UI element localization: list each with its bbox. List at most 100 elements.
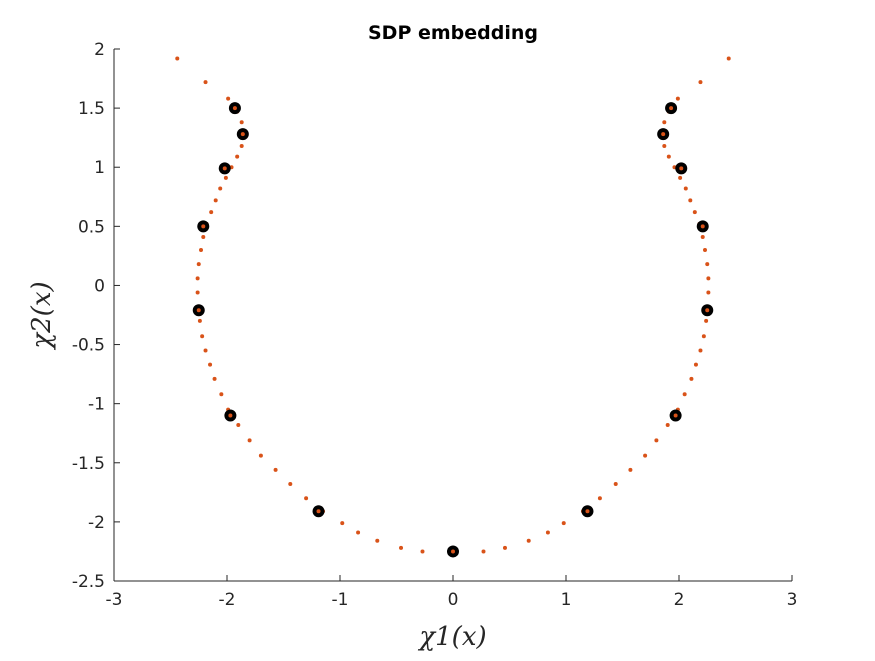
data-point-center: [228, 413, 233, 418]
curve-point: [698, 80, 703, 85]
curve-point: [481, 549, 486, 554]
data-point-center: [705, 308, 710, 313]
data-point-center: [316, 509, 321, 514]
curve-point: [701, 334, 706, 339]
curve-point: [613, 482, 618, 487]
curve-point: [258, 453, 263, 458]
curve-point: [698, 348, 703, 353]
curve-point: [689, 376, 694, 381]
curve-point: [201, 234, 206, 239]
chart-title: SDP embedding: [368, 22, 538, 44]
curve-point: [356, 530, 361, 535]
curve-series: [175, 56, 731, 555]
curve-point: [288, 482, 293, 487]
curve-point: [304, 496, 309, 501]
curve-point: [209, 210, 214, 215]
point-series: [192, 102, 714, 558]
curve-point: [545, 530, 550, 535]
curve-point: [700, 234, 705, 239]
curve-point: [688, 198, 693, 203]
curve-point: [226, 96, 231, 101]
x-tick-label: 1: [561, 590, 572, 610]
y-tick-label: 1.5: [78, 99, 105, 119]
curve-point: [196, 262, 201, 267]
curve-point: [203, 80, 208, 85]
curve-point: [502, 545, 507, 550]
curve-point: [219, 392, 224, 397]
curve-point: [375, 538, 380, 543]
y-tick-label: 1: [94, 158, 105, 178]
curve-point: [702, 247, 707, 252]
curve-point: [597, 496, 602, 501]
curve-point: [692, 210, 697, 215]
curve-point: [239, 143, 244, 148]
data-point-center: [222, 166, 227, 171]
curve-point: [654, 438, 659, 443]
curve-point: [399, 545, 404, 550]
curve-point: [208, 362, 213, 367]
data-point-center: [700, 224, 705, 229]
axes: [113, 49, 792, 582]
curve-point: [235, 154, 240, 159]
curve-point: [197, 318, 202, 323]
y-tick-label: -1: [88, 395, 105, 415]
y-tick-label: -0.5: [72, 336, 105, 356]
curve-point: [247, 438, 252, 443]
data-point-center: [585, 509, 590, 514]
curve-point: [706, 290, 711, 295]
curve-point: [726, 56, 731, 61]
x-tick-label: 0: [448, 590, 459, 610]
curve-point: [340, 521, 345, 526]
curve-point: [683, 186, 688, 191]
x-tick-label: -3: [106, 590, 123, 610]
y-tick-label: -1.5: [72, 454, 105, 474]
x-tick-label: -1: [332, 590, 349, 610]
curve-point: [218, 186, 223, 191]
data-point-center: [661, 132, 666, 137]
y-tick-label: -2.5: [72, 572, 105, 592]
curve-point: [662, 120, 667, 125]
data-point-center: [451, 549, 455, 554]
curve-point: [203, 348, 208, 353]
curve-point: [175, 56, 180, 61]
data-point-center: [196, 308, 201, 313]
curve-point: [643, 453, 648, 458]
curve-point: [561, 521, 566, 526]
y-tick-label: 0.5: [78, 217, 105, 237]
data-point-center: [232, 106, 237, 111]
curve-point: [675, 96, 680, 101]
data-point-center: [240, 132, 245, 137]
data-point-center: [201, 224, 206, 229]
curve-point: [704, 318, 709, 323]
curve-point: [195, 276, 200, 281]
curve-point: [213, 198, 218, 203]
y-tick-labels: 2 1.5 1 0.5 0 -0.5 -1 -1.5 -2 -2.5: [72, 40, 120, 592]
x-tick-label: 3: [787, 590, 798, 610]
curve-point: [236, 422, 241, 427]
curve-point: [666, 154, 671, 159]
curve-point: [705, 262, 710, 267]
curve-point: [662, 143, 667, 148]
curve-point: [212, 376, 217, 381]
curve-point: [665, 422, 670, 427]
x-tick-label: 2: [674, 590, 685, 610]
curve-point: [678, 175, 683, 180]
curve-point: [195, 290, 200, 295]
x-axis-label: χ1(x): [417, 622, 486, 652]
curve-point: [706, 276, 711, 281]
y-axis-label: χ2(x): [27, 281, 57, 350]
curve-point: [628, 467, 633, 472]
y-tick-label: 2: [94, 40, 105, 60]
curve-point: [420, 549, 425, 554]
curve-point: [200, 334, 205, 339]
curve-point: [199, 247, 204, 252]
curve-point: [693, 362, 698, 367]
y-tick-label: 0: [94, 276, 105, 296]
x-tick-labels: -3 -2 -1 0 1 2 3: [106, 575, 798, 610]
curve-point: [682, 392, 687, 397]
curve-point: [223, 175, 228, 180]
curve-point: [239, 120, 244, 125]
y-tick-label: -2: [88, 513, 105, 533]
